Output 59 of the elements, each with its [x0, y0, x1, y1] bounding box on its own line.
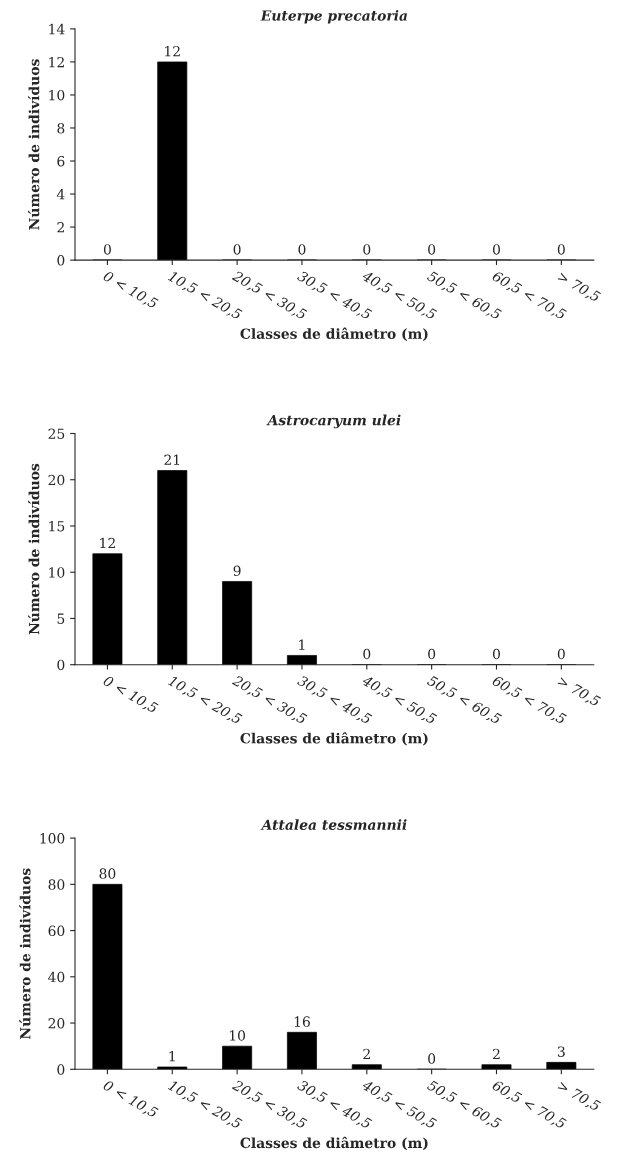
chart-title: Attalea tessmannii: [260, 819, 407, 830]
data-label: 1: [169, 1051, 175, 1062]
y-tick-label: 0: [57, 1064, 65, 1075]
y-tick-label: 10: [49, 567, 65, 578]
data-label: 12: [100, 537, 115, 549]
y-axis-title: Número de indivíduos: [28, 463, 40, 635]
x-tick-label: 0 < 10,5: [101, 674, 159, 715]
data-label: 0: [428, 244, 436, 255]
y-tick-label: 40: [48, 971, 65, 983]
x-tick-label: 0 < 10,5: [101, 1079, 159, 1120]
y-tick-label: 2: [57, 222, 64, 233]
data-label: 0: [492, 244, 500, 255]
data-label: 2: [363, 1048, 370, 1060]
data-label: 0: [492, 648, 500, 660]
x-tick-label: > 70,5: [556, 1079, 602, 1113]
data-label: 1: [299, 639, 305, 650]
chart-title: Astrocaryum ulei: [266, 414, 401, 429]
y-tick-label: 80: [48, 879, 65, 890]
y-tick-label: 6: [57, 155, 65, 167]
data-label: 0: [363, 244, 371, 255]
y-tick-label: 15: [49, 520, 65, 532]
x-tick-label: > 70,5: [556, 675, 602, 709]
y-tick-label: 12: [49, 56, 64, 68]
data-label: 80: [99, 868, 116, 879]
data-label: 9: [233, 565, 241, 576]
data-label: 0: [557, 648, 565, 660]
y-tick-label: 4: [56, 189, 65, 200]
data-label: 0: [103, 244, 111, 255]
data-label: 0: [298, 244, 306, 255]
data-label: 0: [428, 648, 436, 660]
y-tick-label: 0: [57, 255, 65, 266]
y-tick-label: 25: [48, 428, 65, 439]
x-axis-title: Classes de diâmetro (m): [240, 327, 428, 341]
y-axis-title: Número de indivíduos: [19, 868, 31, 1039]
data-label: 10: [229, 1030, 246, 1041]
y-tick-label: 14: [49, 23, 65, 35]
data-label: 21: [164, 454, 180, 465]
y-tick-label: 10: [49, 89, 65, 101]
data-label: 16: [294, 1016, 310, 1027]
y-tick-label: 20: [48, 474, 65, 486]
data-label: 0: [363, 648, 371, 660]
data-label: 12: [165, 45, 180, 57]
x-tick-label: 0 < 10,5: [101, 270, 159, 311]
y-tick-label: 5: [57, 613, 65, 624]
x-axis-title: Classes de diâmetro (m): [240, 1136, 428, 1151]
x-tick-label: > 70,5: [556, 270, 602, 304]
data-label: 0: [233, 244, 241, 255]
data-label: 3: [557, 1046, 565, 1057]
data-label: 0: [557, 244, 565, 255]
y-tick-label: 8: [57, 122, 65, 134]
data-label: 0: [428, 1053, 436, 1064]
y-tick-label: 20: [48, 1018, 65, 1029]
y-tick-label: 100: [40, 833, 65, 844]
y-axis-title: Número de indivíduos: [28, 59, 40, 230]
chart-title: Euterpe precatoria: [260, 10, 407, 24]
y-tick-label: 60: [48, 925, 65, 937]
data-label: 2: [493, 1048, 500, 1060]
x-axis-title: Classes de diâmetro (m): [240, 732, 428, 746]
y-tick-label: 0: [57, 659, 65, 671]
